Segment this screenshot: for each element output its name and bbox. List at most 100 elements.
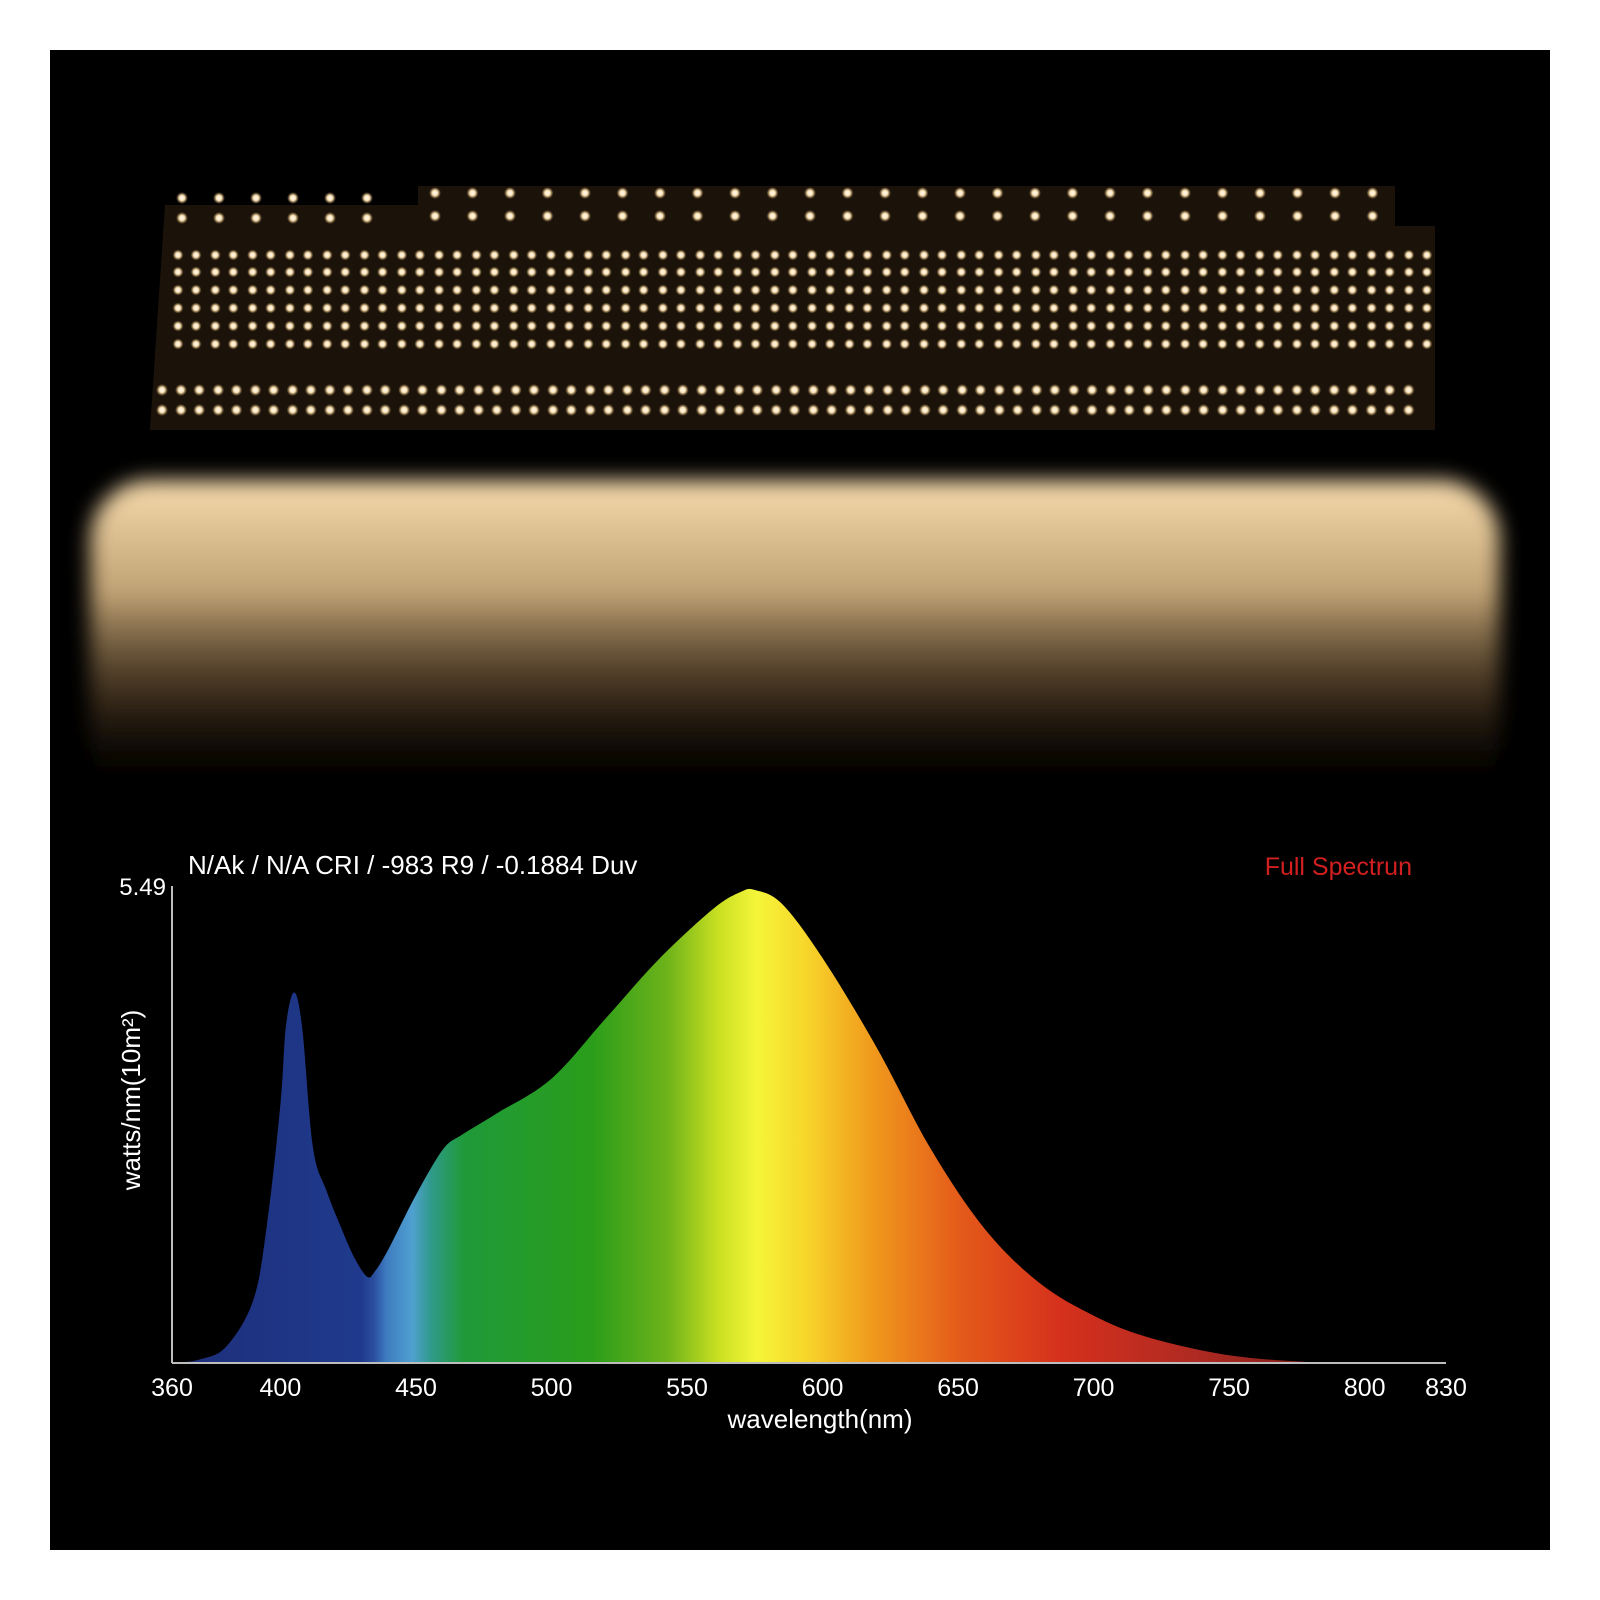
led-dot [1272, 302, 1284, 314]
led-dot [733, 404, 745, 416]
led-dot [1141, 187, 1154, 199]
led-dot [602, 404, 615, 416]
led-dot [172, 249, 184, 261]
led-dot [1105, 404, 1117, 416]
y-max-label: 5.49 [119, 874, 166, 901]
led-dot [750, 302, 761, 314]
led-dot [1123, 384, 1136, 396]
led-dot [694, 249, 706, 261]
led-dot [247, 338, 259, 350]
led-dot [1328, 249, 1340, 261]
led-dot [1048, 302, 1060, 314]
led-dot [193, 404, 206, 416]
led-dot [433, 266, 445, 278]
led-dot [1234, 266, 1246, 278]
led-dot [750, 249, 761, 261]
led-dot [1253, 384, 1266, 396]
led-dot [1086, 404, 1098, 416]
led-dot [825, 384, 838, 396]
led-dot [638, 338, 650, 350]
led-dot [1142, 284, 1154, 296]
led-dot [1011, 266, 1023, 278]
led-dot [973, 266, 985, 278]
led-dot [1291, 249, 1303, 261]
led-dot [1272, 284, 1284, 296]
led-dot [974, 404, 987, 416]
led-dot [414, 266, 426, 278]
led-dot [247, 249, 259, 261]
led-dot [899, 320, 911, 332]
led-dot [787, 266, 799, 278]
led-dot [1365, 384, 1378, 396]
led-dot [620, 320, 632, 332]
led-dot [1179, 187, 1191, 199]
led-dot [265, 249, 277, 261]
led-dot [1085, 320, 1097, 332]
led-dot [1160, 320, 1172, 332]
led-dot [321, 266, 333, 278]
led-dot [993, 404, 1006, 416]
led-dot [843, 302, 855, 314]
led-dot [396, 320, 408, 332]
led-dot [1216, 284, 1228, 296]
led-dot [172, 266, 184, 278]
led-dot [900, 404, 912, 416]
led-dot [414, 338, 426, 350]
led-dot [732, 338, 743, 350]
led-dot [638, 302, 650, 314]
led-dot [1346, 284, 1358, 296]
led-dot [881, 249, 893, 261]
led-dot [900, 384, 912, 396]
led-dot [936, 284, 948, 296]
led-dot [918, 284, 930, 296]
led-dot [377, 320, 388, 332]
led-dot [956, 384, 969, 396]
led-dot [488, 249, 500, 261]
led-dot [919, 404, 931, 416]
led-dot [466, 210, 479, 222]
led-board-photo [50, 50, 1550, 870]
led-dot [209, 320, 221, 332]
led-dot [1366, 320, 1378, 332]
led-dot [804, 210, 816, 222]
led-dot [993, 266, 1005, 278]
led-dot [675, 338, 687, 350]
led-dot [804, 187, 816, 199]
led-dot [451, 302, 463, 314]
led-dot [1160, 266, 1172, 278]
led-dot [433, 249, 445, 261]
led-dot [1067, 302, 1079, 314]
led-dot [526, 266, 538, 278]
led-dot [323, 404, 336, 416]
led-dot [1142, 302, 1154, 314]
led-dot [1421, 284, 1433, 296]
led-dot [227, 302, 239, 314]
y-axis-label: watts/nm(10m²) [116, 1010, 146, 1192]
led-dot [250, 212, 262, 224]
led-dot [488, 302, 500, 314]
led-dot [993, 338, 1005, 350]
led-dot [1105, 266, 1116, 278]
led-dot [433, 302, 445, 314]
led-dot [286, 384, 299, 396]
led-dot [172, 320, 184, 332]
led-dot [1104, 187, 1116, 199]
led-dot [787, 320, 799, 332]
led-dot [621, 404, 634, 416]
led-dot [620, 266, 632, 278]
led-dot [321, 338, 333, 350]
led-dot [1383, 404, 1396, 416]
led-dot [675, 320, 687, 332]
led-dot [732, 266, 743, 278]
led-dot [918, 266, 930, 278]
led-dot [1291, 284, 1303, 296]
led-dot [396, 338, 408, 350]
led-dot [488, 320, 500, 332]
led-dot [190, 284, 202, 296]
led-dot [1346, 338, 1358, 350]
led-dot [787, 338, 799, 350]
led-dot [379, 404, 392, 416]
led-dot [470, 249, 482, 261]
led-dot [213, 192, 225, 204]
led-dot [302, 266, 314, 278]
